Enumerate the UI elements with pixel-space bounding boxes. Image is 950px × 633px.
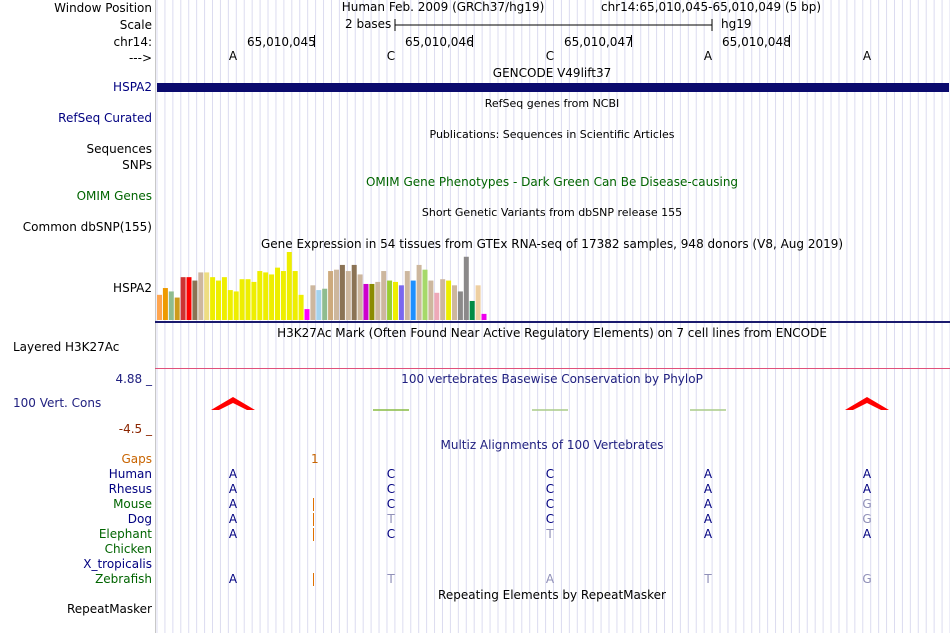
phylop-min-label: -4.5 _ xyxy=(118,422,152,436)
phylop-max-label: 4.88 _ xyxy=(115,372,152,386)
h3k27ac-track-title: H3K27Ac Mark (Often Found Near Active Re… xyxy=(277,326,827,340)
alignment-base: C xyxy=(386,497,396,511)
omim-track-label[interactable]: OMIM Genes xyxy=(76,189,152,203)
alignment-base: G xyxy=(862,512,872,526)
alignment-base: A xyxy=(228,527,238,541)
alignment-base: A xyxy=(703,467,713,481)
repeatmasker-track-label[interactable]: RepeatMasker xyxy=(66,602,152,616)
hspa2-gene-bar[interactable] xyxy=(157,83,949,92)
alignment-base: A xyxy=(228,482,238,496)
species-label[interactable]: Mouse xyxy=(113,497,152,511)
h3k27ac-signal-line xyxy=(155,368,950,369)
insertion-marker xyxy=(313,498,314,511)
coordinate-tick xyxy=(789,35,790,47)
gap-count: 1 xyxy=(311,452,319,466)
coordinate-label: 65,010,046 xyxy=(405,35,474,49)
alignment-base: A xyxy=(228,467,238,481)
scale-bar xyxy=(394,19,713,31)
coordinate-tick xyxy=(314,35,315,47)
species-label[interactable]: Rhesus xyxy=(108,482,152,496)
phylop-track-label[interactable]: 100 Vert. Cons xyxy=(13,396,102,410)
reference-base: A xyxy=(703,49,713,63)
phylop-track-title: 100 vertebrates Basewise Conservation by… xyxy=(401,372,703,386)
alignment-base: C xyxy=(386,527,396,541)
coordinate-label: 65,010,047 xyxy=(564,35,633,49)
alignment-base: G xyxy=(862,572,872,586)
gtex-baseline xyxy=(155,321,950,323)
alignment-base: T xyxy=(546,527,554,541)
position-readout: chr14:65,010,045-65,010,049 (5 bp) xyxy=(600,0,822,14)
publications-track-title: Publications: Sequences in Scientific Ar… xyxy=(429,128,675,141)
scale-label: Scale xyxy=(119,18,152,32)
alignment-base: A xyxy=(862,482,872,496)
gtex-track-title: Gene Expression in 54 tissues from GTEx … xyxy=(260,237,844,251)
repeatmasker-track-title: Repeating Elements by RepeatMasker xyxy=(438,588,666,602)
track-label-sidebar: Window Position Scale chr14: ---> HSPA2 … xyxy=(0,0,156,633)
alignment-base: A xyxy=(545,572,555,586)
gencode-track-label[interactable]: HSPA2 xyxy=(113,80,152,94)
coordinate-label: 65,010,045 xyxy=(247,35,316,49)
coordinate-tick xyxy=(472,35,473,47)
alignment-base: A xyxy=(703,497,713,511)
species-label[interactable]: Dog xyxy=(127,512,152,526)
strand-label: ---> xyxy=(128,51,152,65)
refseq-track-label[interactable]: RefSeq Curated xyxy=(58,111,152,125)
scale-bar-label: 2 bases xyxy=(345,17,392,31)
dbsnp-track-label[interactable]: Common dbSNP(155) xyxy=(22,220,152,234)
reference-base: C xyxy=(386,49,396,63)
alignment-base: C xyxy=(545,467,555,481)
alignment-base: G xyxy=(862,497,872,511)
alignment-base: A xyxy=(228,512,238,526)
phylop-conserved-peak[interactable] xyxy=(845,397,889,410)
reference-base: A xyxy=(228,49,238,63)
phylop-conserved-peak[interactable] xyxy=(211,397,255,410)
dbsnp-track-title: Short Genetic Variants from dbSNP releas… xyxy=(421,206,683,219)
publications-track-label-snps[interactable]: SNPs xyxy=(122,158,152,172)
coordinate-label: 65,010,048 xyxy=(722,35,791,49)
reference-base: A xyxy=(862,49,872,63)
alignment-base: C xyxy=(386,482,396,496)
insertion-marker xyxy=(313,528,314,541)
insertion-marker xyxy=(313,513,314,526)
h3k27ac-track-label[interactable]: Layered H3K27Ac xyxy=(13,340,120,354)
refseq-track-title: RefSeq genes from NCBI xyxy=(484,97,620,110)
insertion-marker xyxy=(313,573,314,586)
multiz-track-title: Multiz Alignments of 100 Vertebrates xyxy=(440,438,664,452)
gaps-label: Gaps xyxy=(121,452,152,466)
gtex-track-label[interactable]: HSPA2 xyxy=(113,281,152,295)
window-position-label: Window Position xyxy=(54,1,152,15)
scale-db-label: hg19 xyxy=(721,17,752,31)
alignment-base: A xyxy=(703,512,713,526)
species-label[interactable]: Zebrafish xyxy=(95,572,152,586)
omim-track-title: OMIM Gene Phenotypes - Dark Green Can Be… xyxy=(365,175,739,189)
coordinate-tick xyxy=(631,35,632,47)
species-label[interactable]: Elephant xyxy=(98,527,152,541)
species-label[interactable]: Chicken xyxy=(104,542,152,556)
gencode-track-title: GENCODE V49lift37 xyxy=(492,66,612,80)
alignment-base: A xyxy=(862,467,872,481)
alignment-base: A xyxy=(703,482,713,496)
alignment-base: A xyxy=(228,497,238,511)
alignment-base: T xyxy=(704,572,712,586)
alignment-base: C xyxy=(545,512,555,526)
reference-base: C xyxy=(545,49,555,63)
species-label[interactable]: X_tropicalis xyxy=(83,557,152,571)
alignment-base: A xyxy=(862,527,872,541)
alignment-base: T xyxy=(387,512,395,526)
alignment-base: T xyxy=(387,572,395,586)
alignment-base: A xyxy=(228,572,238,586)
alignment-base: A xyxy=(703,527,713,541)
alignment-base: C xyxy=(386,467,396,481)
alignment-base: C xyxy=(545,497,555,511)
chrom-label: chr14: xyxy=(113,35,152,49)
alignment-base: C xyxy=(545,482,555,496)
assembly-title: Human Feb. 2009 (GRCh37/hg19) xyxy=(341,0,545,14)
publications-track-label-sequences[interactable]: Sequences xyxy=(86,142,152,156)
species-label[interactable]: Human xyxy=(108,467,152,481)
